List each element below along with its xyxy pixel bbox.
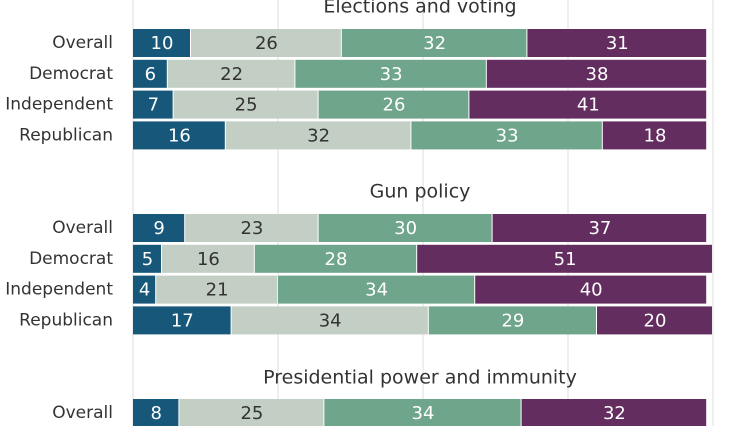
data-label: 34	[412, 403, 435, 424]
bar-segment	[417, 244, 712, 273]
row-label: Overall	[52, 403, 113, 423]
bar-segment	[231, 306, 428, 335]
bar-segment	[185, 214, 318, 242]
bar-segment	[162, 244, 254, 273]
bar-segment	[602, 121, 707, 150]
row-label: Independent	[5, 95, 113, 115]
bar-row: Republican 17 34 29 20	[19, 306, 712, 335]
data-label: 38	[586, 64, 609, 85]
bar-row: Republican 16 32 33 18	[19, 121, 707, 150]
data-label: 9	[153, 218, 164, 239]
bar-segment	[133, 214, 185, 242]
bar-segment	[156, 275, 277, 304]
bar-segment	[254, 244, 417, 273]
data-label: 37	[588, 218, 611, 239]
data-label: 7	[148, 95, 159, 116]
data-label: 34	[365, 280, 388, 301]
bar-segment	[133, 399, 179, 426]
panel-title: Elections and voting	[323, 0, 516, 18]
bar-segment	[527, 29, 707, 57]
bar-segment	[486, 59, 707, 88]
bar-segment	[278, 275, 475, 304]
data-label: 28	[325, 249, 348, 270]
bar-segment	[318, 214, 492, 242]
data-label: 32	[603, 403, 626, 424]
bar-segment	[133, 306, 231, 335]
data-label: 30	[394, 218, 417, 239]
bar-segment	[167, 59, 295, 88]
data-label: 23	[240, 218, 263, 239]
data-label: 29	[501, 310, 524, 331]
bar-segment	[475, 275, 707, 304]
data-label: 18	[644, 125, 667, 146]
bar-segment	[133, 244, 161, 273]
bar-segment	[133, 90, 173, 119]
data-label: 51	[554, 249, 577, 270]
panel-title: Presidential power and immunity	[263, 367, 577, 389]
data-label: 34	[319, 310, 342, 331]
row-label: Independent	[5, 280, 113, 300]
bar-segment	[191, 29, 341, 57]
data-label: 25	[235, 95, 258, 116]
bar-segment	[411, 121, 602, 150]
bar-row: Democrat 6 22 33 38	[29, 59, 707, 88]
data-label: 33	[380, 64, 403, 85]
data-label: 5	[142, 249, 153, 270]
data-label: 31	[606, 33, 629, 54]
bar-segment	[318, 90, 469, 119]
data-label: 6	[145, 64, 156, 85]
data-label: 41	[577, 95, 600, 116]
bar-segment	[597, 306, 712, 335]
row-label: Overall	[52, 33, 113, 53]
bar-row: Overall 9 23 30 37	[52, 214, 707, 242]
data-label: 21	[206, 280, 229, 301]
data-label: 8	[150, 403, 161, 424]
panel-3: Presidential power and immunity Overall 8 2…	[52, 367, 707, 426]
bar-segment	[341, 29, 527, 57]
bar-segment	[324, 399, 521, 426]
bar-segment	[133, 29, 190, 57]
bar-segment	[133, 121, 225, 150]
data-label: 10	[151, 33, 174, 54]
bar-segment	[295, 59, 486, 88]
bar-row: Overall 10 26 32 31	[52, 29, 707, 57]
data-label: 20	[644, 310, 667, 331]
data-label: 16	[197, 249, 220, 270]
row-label: Republican	[19, 310, 113, 330]
row-label: Democrat	[29, 249, 113, 269]
data-label: 22	[220, 64, 243, 85]
bar-segment	[173, 90, 318, 119]
bar-segment	[521, 399, 707, 426]
bar-row: Independent 7 25 26 41	[5, 90, 707, 119]
data-label: 32	[307, 125, 330, 146]
data-label: 33	[496, 125, 519, 146]
data-label: 25	[240, 403, 263, 424]
panel-1: Elections and voting Overall 10 26 32 31 Democ…	[5, 0, 707, 150]
bar-segment	[179, 399, 324, 426]
row-label: Republican	[19, 125, 113, 145]
row-label: Overall	[52, 218, 113, 238]
bar-row: Overall 8 25 34 32	[52, 399, 707, 426]
panel-2: Gun policy Overall 9 23 30 37 Democrat 5 16 28 51 I…	[5, 181, 712, 335]
bar-segment	[492, 214, 707, 242]
data-label: 26	[383, 95, 406, 116]
data-label: 4	[139, 280, 150, 301]
bar-segment	[133, 275, 156, 304]
bar-segment	[225, 121, 411, 150]
bar-segment	[428, 306, 596, 335]
data-label: 17	[171, 310, 194, 331]
bar-segment	[469, 90, 707, 119]
row-label: Democrat	[29, 64, 113, 84]
data-label: 16	[168, 125, 191, 146]
bar-row: Democrat 5 16 28 51	[29, 244, 712, 273]
bar-segment	[133, 59, 167, 88]
bar-row: Independent 4 21 34 40	[5, 275, 707, 304]
data-label: 40	[580, 280, 603, 301]
data-label: 26	[255, 33, 278, 54]
panel-title: Gun policy	[370, 181, 471, 203]
data-label: 32	[423, 33, 446, 54]
